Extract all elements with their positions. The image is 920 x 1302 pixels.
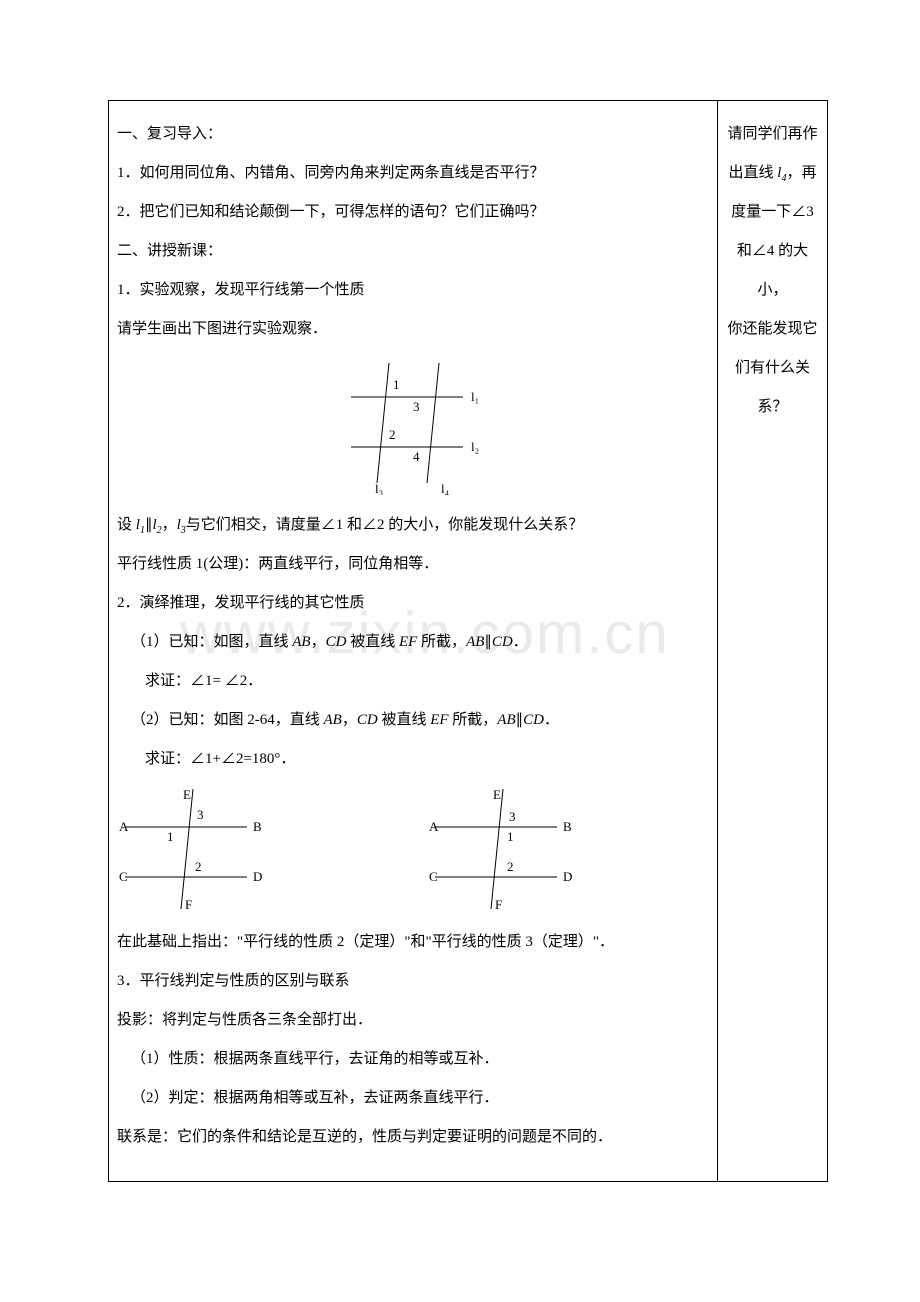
angle-label-3: 3: [509, 809, 516, 824]
label-D: D: [563, 869, 572, 884]
heading-1: 一、复习导入：: [117, 115, 709, 154]
angle-label-4: 4: [413, 449, 420, 464]
label-C: C: [119, 869, 128, 884]
main-column: 一、复习导入： 1．如何用同位角、内错角、同旁内角来判定两条直线是否平行？ 2．…: [108, 100, 718, 1182]
line-label-l1: l₁: [471, 389, 479, 404]
page-container: 一、复习导入： 1．如何用同位角、内错角、同旁内角来判定两条直线是否平行？ 2．…: [108, 100, 828, 1182]
label-B: B: [563, 819, 572, 834]
angle-label-2: 2: [195, 859, 202, 874]
text-line: 请学生画出下图进行实验观察．: [117, 310, 709, 349]
angle-label-1: 1: [167, 829, 174, 844]
text-line: 设 l1∥l2，l3与它们相交，请度量∠1 和∠2 的大小，你能发现什么关系？: [117, 506, 709, 545]
label-B: B: [253, 819, 262, 834]
text-line: 1．如何用同位角、内错角、同旁内角来判定两条直线是否平行？: [117, 154, 709, 193]
text-line: 联系是：它们的条件和结论是互逆的，性质与判定要证明的问题是不同的．: [117, 1118, 709, 1157]
text-line: 2．演绎推理，发现平行线的其它性质: [117, 584, 709, 623]
label-F: F: [495, 897, 502, 912]
side-text: 出直线 l4，再: [724, 154, 821, 193]
text-line: （2）已知：如图 2-64，直线 AB，CD 被直线 EF 所截，AB∥CD．: [117, 701, 709, 740]
line-label-l2: l₂: [471, 439, 479, 454]
side-text: 请同学们再作: [724, 115, 821, 154]
label-A: A: [429, 819, 439, 834]
text-line: 平行线性质 1(公理)：两直线平行，同位角相等．: [117, 545, 709, 584]
figure-1: 1 3 2 4 l₁ l₂ l₃ l₄: [117, 355, 709, 500]
angle-label-3: 3: [197, 807, 204, 822]
text-line: （1）已知：如图，直线 AB，CD 被直线 EF 所截，AB∥CD．: [117, 623, 709, 662]
label-E: E: [493, 787, 501, 802]
label-F: F: [185, 897, 192, 912]
label-A: A: [119, 819, 129, 834]
heading-2: 二、讲授新课：: [117, 232, 709, 271]
text-line: 2．把它们已知和结论颠倒一下，可得怎样的语句？它们正确吗？: [117, 193, 709, 232]
angle-label-3: 3: [413, 399, 420, 414]
text-line: 求证：∠1+∠2=180°．: [117, 740, 709, 779]
figure-2-left: E F A B C D 3 1 2: [117, 785, 277, 915]
line-label-l4: l₄: [441, 481, 450, 495]
angle-label-1: 1: [507, 829, 514, 844]
figure-2-row: E F A B C D 3 1 2 E F A B C D 3: [117, 785, 709, 915]
side-text: 和∠4 的大小，: [724, 232, 821, 310]
angle-label-1: 1: [393, 377, 400, 392]
text-line: 投影：将判定与性质各三条全部打出．: [117, 1001, 709, 1040]
text-line: 求证：∠1= ∠2．: [117, 662, 709, 701]
side-column: 请同学们再作 出直线 l4，再 度量一下∠3 和∠4 的大小， 你还能发现它 们…: [718, 100, 828, 1182]
text-line: 1．实验观察，发现平行线第一个性质: [117, 271, 709, 310]
angle-label-2: 2: [507, 859, 514, 874]
figure-2-right: E F A B C D 3 1 2: [427, 785, 587, 915]
side-text: 度量一下∠3: [724, 193, 821, 232]
angle-label-2: 2: [389, 427, 396, 442]
side-text: 们有什么关: [724, 349, 821, 388]
text-line: 在此基础上指出："平行线的性质 2（定理）"和"平行线的性质 3（定理）"．: [117, 923, 709, 962]
side-text: 你还能发现它: [724, 310, 821, 349]
label-C: C: [429, 869, 438, 884]
side-text: 系？: [724, 388, 821, 427]
text-line: （1）性质：根据两条直线平行，去证角的相等或互补．: [117, 1040, 709, 1079]
line-label-l3: l₃: [375, 481, 383, 495]
label-D: D: [253, 869, 262, 884]
text-line: 3．平行线判定与性质的区别与联系: [117, 962, 709, 1001]
label-E: E: [183, 787, 191, 802]
text-line: （2）判定：根据两角相等或互补，去证两条直线平行．: [117, 1079, 709, 1118]
